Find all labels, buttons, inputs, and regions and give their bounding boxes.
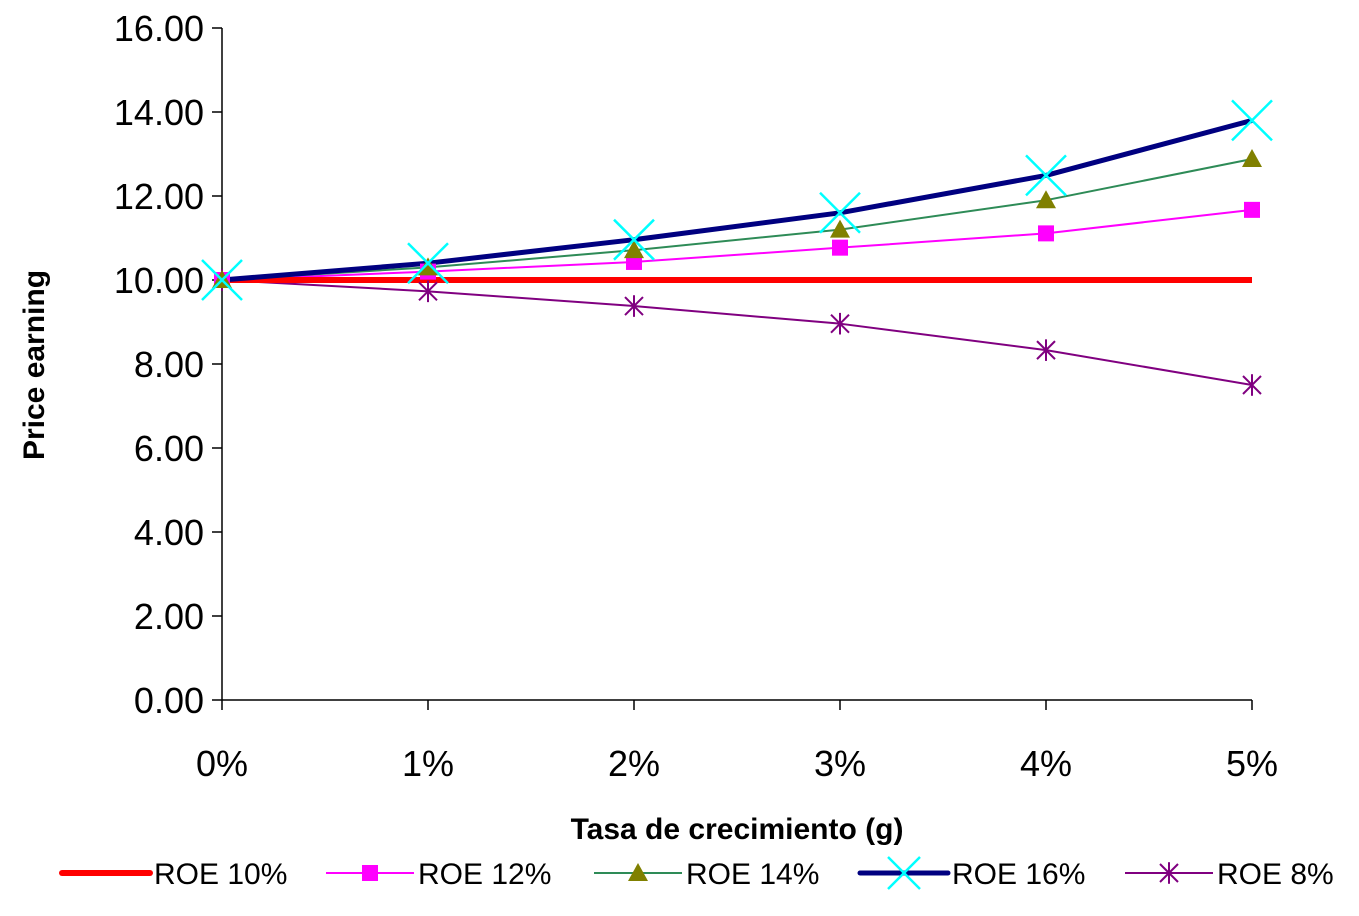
legend-label: ROE 10% — [154, 858, 287, 891]
y-tick-label: 14.00 — [114, 92, 204, 133]
x-tick-label: 2% — [608, 743, 660, 784]
legend-label: ROE 12% — [418, 858, 551, 891]
y-axis-title: Price earning — [18, 270, 51, 460]
x-marker — [887, 856, 921, 890]
asterisk-marker — [1159, 862, 1179, 884]
series-line — [221, 279, 1253, 386]
markers-roe-12- — [214, 201, 1260, 288]
y-tick-label: 16.00 — [114, 8, 204, 49]
legend-item: ROE 12% — [326, 858, 551, 891]
asterisk-marker — [1242, 374, 1262, 396]
series-roe-16- — [221, 117, 1253, 283]
series-line — [221, 158, 1253, 281]
series-line — [221, 208, 1253, 281]
legend-label: ROE 8% — [1217, 858, 1334, 891]
triangle-marker — [830, 219, 850, 238]
legend-item: ROE 16% — [857, 856, 1085, 891]
triangle-marker — [1242, 149, 1262, 168]
x-marker — [201, 259, 243, 301]
x-axis-title: Tasa de crecimiento (g) — [571, 813, 904, 846]
series-layer — [201, 99, 1273, 396]
series-roe-12- — [221, 208, 1253, 281]
markers-roe-16- — [201, 99, 1273, 301]
y-tick-label: 4.00 — [134, 512, 204, 553]
series-line — [221, 117, 1253, 283]
x-marker — [1025, 154, 1067, 197]
x-marker — [407, 242, 449, 285]
triangle-marker — [1036, 190, 1056, 209]
asterisk-marker — [418, 280, 438, 303]
triangle-marker — [624, 240, 644, 259]
y-tick-label: 12.00 — [114, 176, 204, 217]
legend-item: ROE 14% — [594, 858, 819, 891]
series-roe-14- — [221, 158, 1253, 281]
series-roe-8- — [221, 279, 1253, 386]
legend: ROE 10% ROE 12% ROE 14% ROE 16% ROE 8% — [59, 856, 1334, 891]
asterisk-marker — [624, 295, 644, 317]
legend-item: ROE 10% — [59, 858, 287, 891]
x-tick-label: 4% — [1020, 743, 1072, 784]
y-tick-label: 8.00 — [134, 344, 204, 385]
y-tick-label: 10.00 — [114, 260, 204, 301]
legend-label: ROE 16% — [952, 858, 1085, 891]
legend-label: ROE 14% — [686, 858, 819, 891]
x-marker — [613, 218, 655, 261]
y-tick-label: 6.00 — [134, 428, 204, 469]
y-tick-label: 0.00 — [134, 680, 204, 721]
triangle-marker — [418, 257, 438, 276]
x-tick-label: 1% — [402, 743, 454, 784]
x-tick-label: 0% — [196, 743, 248, 784]
x-ticks: 0% 1% 2% 3% 4% 5% — [196, 700, 1278, 784]
asterisk-marker — [1036, 339, 1056, 361]
y-ticks: 0.00 2.00 4.00 6.00 8.00 10.00 12.00 14.00 16.00 — [114, 8, 222, 721]
x-marker — [819, 191, 861, 234]
square-marker — [1244, 201, 1260, 218]
square-marker — [362, 865, 378, 881]
square-marker — [1038, 225, 1054, 242]
triangle-marker — [628, 863, 648, 881]
square-marker — [832, 239, 848, 256]
x-tick-label: 3% — [814, 743, 866, 784]
legend-item: ROE 8% — [1125, 858, 1334, 891]
x-marker — [1231, 99, 1273, 142]
y-tick-label: 2.00 — [134, 596, 204, 637]
asterisk-marker — [830, 312, 850, 335]
x-tick-label: 5% — [1226, 743, 1278, 784]
axes — [221, 28, 1252, 701]
